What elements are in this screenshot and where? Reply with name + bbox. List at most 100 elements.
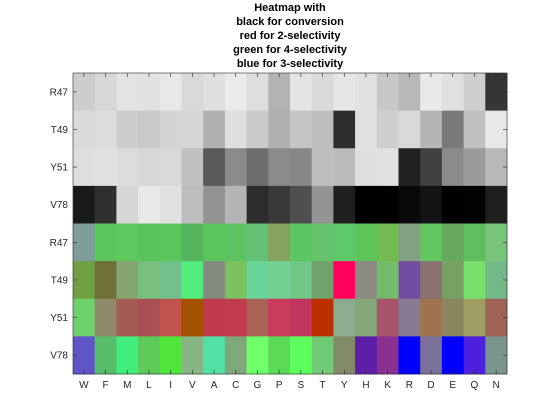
- heatmap-cell: [203, 223, 226, 262]
- heatmap-cell: [246, 261, 269, 300]
- heatmap-cell: [398, 185, 421, 224]
- heatmap-cell: [485, 110, 508, 149]
- heatmap-cell: [441, 73, 464, 112]
- heatmap-cell: [181, 73, 204, 112]
- heatmap-cell: [116, 336, 139, 375]
- x-tick-label: C: [232, 380, 239, 391]
- y-tick-label: V78: [50, 351, 68, 362]
- heatmap-cell: [159, 148, 182, 187]
- heatmap-cell: [290, 148, 313, 187]
- y-axis-ticks: R47 T49 Y51 V78 R47 T49 Y51 V78: [50, 87, 507, 362]
- y-tick-label: R47: [50, 238, 69, 249]
- heatmap-cell: [116, 261, 139, 300]
- heatmap-cell: [376, 110, 399, 149]
- heatmap-cell: [290, 185, 313, 224]
- heatmap-cell: [398, 298, 421, 337]
- x-tick-label: W: [79, 380, 89, 391]
- heatmap-cell: [485, 185, 508, 224]
- heatmap-cell: [355, 185, 378, 224]
- heatmap-cell: [181, 223, 204, 262]
- heatmap-cell: [441, 185, 464, 224]
- heatmap-cell: [355, 223, 378, 262]
- heatmap-cell: [268, 336, 291, 375]
- heatmap-cell: [311, 110, 334, 149]
- heatmap-cell: [138, 261, 161, 300]
- heatmap-cell: [224, 148, 247, 187]
- x-tick-label: P: [276, 380, 283, 391]
- heatmap-cell: [311, 261, 334, 300]
- heatmap-cell: [181, 185, 204, 224]
- heatmap-cell: [246, 298, 269, 337]
- heatmap-cell: [159, 261, 182, 300]
- heatmap-cell: [420, 223, 443, 262]
- heatmap-cell: [311, 336, 334, 375]
- heatmap-cell: [116, 298, 139, 337]
- heatmap-cell: [203, 148, 226, 187]
- heatmap-cell: [485, 73, 508, 112]
- heatmap-cell: [290, 336, 313, 375]
- x-tick-label: K: [384, 380, 391, 391]
- heatmap-cell: [333, 223, 356, 262]
- heatmap-cell: [138, 185, 161, 224]
- heatmap-cell: [333, 336, 356, 375]
- heatmap-cell: [420, 336, 443, 375]
- title-line: Heatmap with: [254, 2, 326, 14]
- heatmap-cell: [203, 110, 226, 149]
- heatmap-cell: [485, 298, 508, 337]
- heatmap-cell: [441, 298, 464, 337]
- heatmap-cell: [420, 73, 443, 112]
- heatmap-cell: [181, 298, 204, 337]
- heatmap-cell: [398, 148, 421, 187]
- heatmap-cell: [138, 336, 161, 375]
- heatmap-cell: [333, 148, 356, 187]
- heatmap-cell: [138, 298, 161, 337]
- heatmap-cell: [268, 185, 291, 224]
- heatmap-cell: [398, 73, 421, 112]
- heatmap-cell: [311, 298, 334, 337]
- heatmap-cell: [268, 110, 291, 149]
- heatmap-cell: [355, 298, 378, 337]
- heatmap-cell: [246, 110, 269, 149]
- heatmap-cell: [246, 73, 269, 112]
- heatmap-cell: [138, 73, 161, 112]
- heatmap-cell: [333, 298, 356, 337]
- x-tick-label: G: [254, 380, 262, 391]
- x-tick-label: Q: [471, 380, 479, 391]
- heatmap-cell: [485, 148, 508, 187]
- heatmap-cell: [441, 148, 464, 187]
- heatmap-cell: [94, 185, 117, 224]
- heatmap-cell: [485, 261, 508, 300]
- heatmap-cell: [376, 261, 399, 300]
- heatmap-cell: [116, 110, 139, 149]
- heatmap-cell: [441, 110, 464, 149]
- heatmap-cell: [398, 110, 421, 149]
- heatmap-cell: [355, 148, 378, 187]
- y-tick-label: T49: [51, 275, 69, 286]
- x-tick-label: M: [123, 380, 131, 391]
- heatmap-cell: [376, 336, 399, 375]
- heatmap-cell: [224, 223, 247, 262]
- heatmap-cell: [159, 185, 182, 224]
- x-tick-label: S: [298, 380, 305, 391]
- heatmap-cell: [463, 148, 486, 187]
- heatmap-cell: [420, 298, 443, 337]
- heatmap-cell: [181, 148, 204, 187]
- heatmap-cell: [94, 223, 117, 262]
- heatmap-cell: [181, 110, 204, 149]
- y-tick-label: R47: [50, 87, 69, 98]
- heatmap-cell: [376, 73, 399, 112]
- y-tick-label: V78: [50, 200, 68, 211]
- x-tick-label: I: [169, 380, 172, 391]
- heatmap-cell: [420, 110, 443, 149]
- heatmap-cell: [441, 261, 464, 300]
- x-tick-label: E: [449, 380, 456, 391]
- heatmap-cell: [463, 336, 486, 375]
- heatmap-cell: [290, 110, 313, 149]
- heatmap-cell: [463, 298, 486, 337]
- heatmap-cell: [94, 148, 117, 187]
- heatmap-cell: [290, 73, 313, 112]
- y-tick-label: Y51: [50, 163, 68, 174]
- heatmap-cell: [94, 336, 117, 375]
- x-tick-label: A: [211, 380, 218, 391]
